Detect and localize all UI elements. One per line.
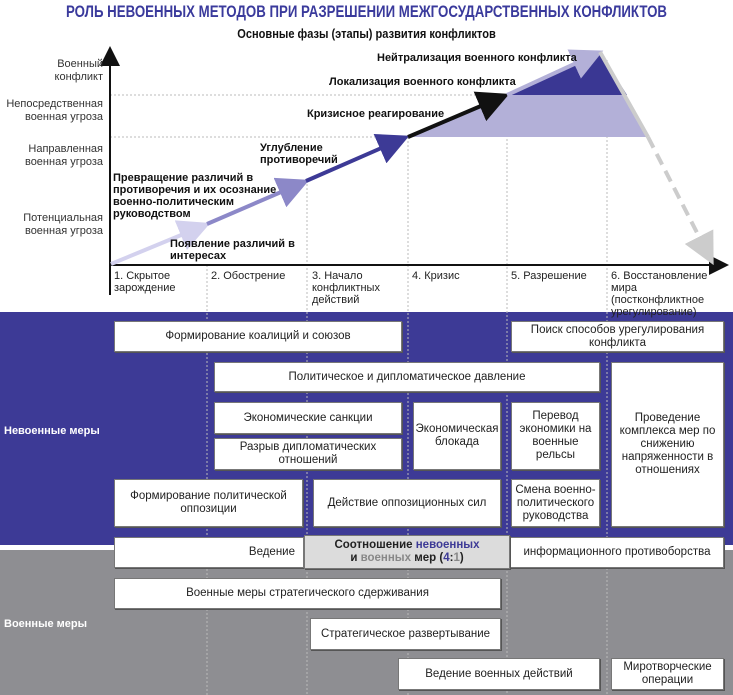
ratio-text: мер ( [411, 552, 444, 564]
level-directed-threat: Направленная военная угроза [24, 143, 103, 168]
curve-segment-3 [305, 133, 410, 183]
ratio-text: Соотношение [334, 539, 416, 551]
diagram-title: РОЛЬ НЕВОЕННЫХ МЕТОДОВ ПРИ РАЗРЕШЕНИИ МЕ… [65, 2, 667, 21]
level-military-conflict: Военный конфликт [54, 58, 103, 83]
measure-tension-reduction: Проведение комплекса мер по снижению нап… [611, 362, 724, 527]
measure-settlement-search: Поиск способов урегулирования конфликта [511, 321, 724, 352]
measure-information-warfare-left: Ведение [114, 537, 304, 568]
measure-warfare: Ведение военных действий [398, 658, 600, 690]
measure-opposition-action: Действие оппозиционных сил [313, 479, 501, 527]
ratio-text: ) [459, 552, 464, 564]
phase-5: 5. Разрешение [511, 270, 587, 282]
ratio-colon: : [449, 552, 454, 564]
label-transformation: Превращение различий в противоречия и их… [113, 172, 277, 220]
phase-2: 2. Обострение [211, 270, 286, 282]
measure-pressure: Политическое и дипломатическое давление [214, 362, 600, 392]
military-label: Военные меры [4, 618, 88, 630]
column-dividers [110, 60, 608, 695]
level-potential-threat: Потенциальная военная угроза [23, 212, 103, 237]
measure-deterrence: Военные меры стратегического сдерживания [114, 578, 501, 609]
ratio-value-military: 1 [453, 552, 460, 564]
chart-subtitle: Основные фазы (этапы) развития конфликто… [237, 26, 496, 41]
measure-peacekeeping: Миротворческие операции [611, 658, 724, 690]
label-appearance: Появление различий в интересах [170, 238, 295, 262]
phase-3: 3. Начало конфликтных действий [312, 270, 380, 306]
measure-sanctions: Экономические санкции [214, 402, 402, 434]
ratio-text: и [350, 552, 361, 564]
measure-diplomatic-break: Разрыв дипломатических отношений [214, 438, 402, 470]
phase-6: 6. Восстановление мира (постконфликтное … [611, 270, 708, 318]
measure-information-warfare-right: информационного противоборства [510, 537, 724, 568]
measure-coalitions: Формирование коалиций и союзов [114, 321, 402, 352]
phase-4: 4. Кризис [412, 270, 460, 282]
curve-segment-2 [206, 177, 310, 226]
curve-dashed-descent [646, 136, 714, 266]
light-fill-area [408, 95, 648, 137]
label-neutralization: Нейтрализация военного конфликта [377, 52, 577, 64]
label-crisis-response: Кризисное реагирование [307, 108, 445, 120]
ratio-military: военных [360, 552, 412, 564]
curve-descent [598, 51, 650, 138]
measure-leadership-change: Смена военно-политического руководства [511, 479, 600, 527]
measure-opposition-forming: Формирование политической оппозиции [114, 479, 303, 527]
measure-economy-transfer: Перевод экономики на военные рельсы [511, 402, 600, 470]
curve-segment-5 [506, 49, 604, 97]
info-right-text: информационного противоборства [523, 546, 711, 558]
label-deepening: Углубление противоречий [260, 142, 338, 166]
measure-blockade: Экономическая блокада [413, 402, 501, 470]
ratio-box: Соотношение невоенных и военных мер (4:1… [304, 535, 510, 569]
level-immediate-threat: Непосредственная военная угроза [6, 98, 103, 123]
curve-segment-1 [110, 220, 211, 266]
ratio-nonmilitary: невоенных [415, 539, 480, 551]
label-localization: Локализация военного конфликта [329, 76, 516, 88]
info-left-text: Ведение [248, 546, 295, 558]
curve-segment-4 [407, 91, 510, 139]
measure-deployment: Стратегическое развертывание [310, 618, 501, 650]
nonmilitary-label: Невоенные меры [4, 425, 100, 437]
ratio-value-nonmilitary: 4 [443, 552, 450, 564]
phase-1: 1. Скрытое зарождение [114, 270, 176, 294]
